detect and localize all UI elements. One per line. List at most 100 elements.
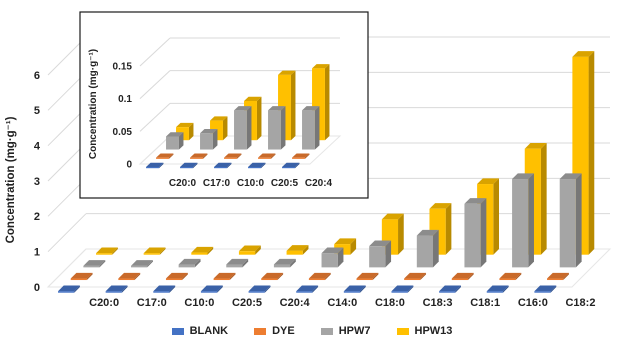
bar-front <box>118 278 135 281</box>
y-tick-label: 0.05 <box>113 127 133 138</box>
bar-front <box>143 253 160 255</box>
legend-swatch-dye <box>254 327 267 335</box>
bar-side <box>502 285 509 293</box>
bar-dye-c20-0 <box>70 272 93 281</box>
bar-side <box>188 122 194 141</box>
bar-top <box>258 153 276 158</box>
legend-label-hpw13: HPW13 <box>414 325 453 337</box>
bar-dye-c18-1 <box>451 272 474 281</box>
bar-dye-c18-0 <box>356 272 379 281</box>
bar-front <box>180 167 193 169</box>
legend-item-dye: DYE <box>254 322 295 340</box>
bar-side <box>360 285 366 293</box>
y-tick-label: 6 <box>34 70 40 82</box>
legend-label-dye: DYE <box>272 325 295 337</box>
bar-blank-c17-0 <box>180 162 198 169</box>
y-tick-label: 3 <box>34 176 40 188</box>
bar-top <box>83 260 106 266</box>
y-axis-label: Concentration (mg·g⁻¹) <box>5 116 17 243</box>
bar-side <box>222 116 228 141</box>
bar-front <box>547 278 564 281</box>
bar-side <box>467 272 474 281</box>
bar-front <box>439 291 456 293</box>
bar-top <box>512 173 534 180</box>
bar-front <box>70 278 87 281</box>
bar-front <box>146 167 159 169</box>
y-tick-label: 0.15 <box>113 62 133 73</box>
bar-side <box>398 213 404 255</box>
bar-dye-c20-4 <box>261 272 284 281</box>
bar-side <box>158 162 164 169</box>
bar-front <box>343 291 361 293</box>
bar-top <box>296 285 319 292</box>
bar-side <box>226 162 232 169</box>
bar-front <box>356 278 373 281</box>
y-tick-label: 5 <box>34 105 40 117</box>
bar-top <box>559 173 582 180</box>
bar-side <box>217 285 223 293</box>
bar-front <box>282 167 295 169</box>
bar-dye-c20-0 <box>156 153 174 159</box>
bar-side <box>563 272 569 281</box>
bar-side <box>229 272 236 281</box>
bar-front <box>404 278 421 281</box>
x-tick-label-c14-0: C14:0 <box>327 297 357 309</box>
bar-front <box>261 278 278 281</box>
bar-top <box>244 96 262 101</box>
bar-blank-c16-0 <box>486 285 509 293</box>
bar-blank-c20-0 <box>146 162 164 169</box>
bar-side <box>312 285 319 293</box>
x-tick-label-c18-2: C18:2 <box>565 297 595 309</box>
bar-dye-c10-0 <box>165 272 188 281</box>
bar-side <box>168 153 174 159</box>
bar-side <box>575 173 582 268</box>
bar-front <box>559 179 576 268</box>
series-blank <box>146 162 300 169</box>
gridline-wall <box>139 70 171 100</box>
bar-top <box>190 153 208 158</box>
bar-front <box>96 253 113 255</box>
bar-top <box>486 285 509 292</box>
bar-side <box>290 258 296 268</box>
gridline-wall <box>139 37 171 67</box>
bar-front <box>213 278 230 281</box>
bar-top <box>268 106 286 111</box>
bar-dye-c20-5 <box>213 272 236 281</box>
bar-blank-c18-1 <box>439 285 462 293</box>
bar-top <box>214 162 232 167</box>
bar-top <box>534 285 557 292</box>
bar-side <box>212 129 218 150</box>
bar-blank-c20-5 <box>200 285 223 293</box>
bar-front <box>190 157 203 159</box>
bar-side <box>455 285 462 293</box>
bar-top <box>200 129 218 134</box>
bar-blank-c20-4 <box>248 285 271 293</box>
x-tick-label-c18-1: C18:1 <box>470 297 500 309</box>
bar-front <box>83 265 100 268</box>
bar-side <box>277 272 284 281</box>
bar-blank-c20-4 <box>282 162 300 169</box>
bar-front <box>156 157 169 159</box>
bar-side <box>515 272 522 281</box>
bar-hpw7-c18-3 <box>416 229 439 268</box>
bar-side <box>74 285 80 293</box>
bar-front <box>302 110 315 150</box>
bar-top <box>451 272 474 279</box>
bar-top <box>224 153 242 158</box>
bar-top <box>381 213 404 220</box>
bar-blank-c14-0 <box>296 285 319 293</box>
bar-side <box>159 247 166 255</box>
legend-label-blank: BLANK <box>189 325 229 337</box>
bar-side <box>264 285 271 293</box>
x-tick-label-c20-0: C20:0 <box>89 297 119 309</box>
legend-swatch-blank <box>171 327 184 335</box>
bar-blank-c20-5 <box>248 162 266 169</box>
bar-dye-c20-5 <box>258 153 276 159</box>
bar-side <box>350 238 357 255</box>
bar-top <box>118 272 141 279</box>
y-tick-label: 0 <box>126 160 132 171</box>
bar-top <box>391 285 414 292</box>
bar-front <box>248 291 265 293</box>
bar-front <box>296 291 313 293</box>
